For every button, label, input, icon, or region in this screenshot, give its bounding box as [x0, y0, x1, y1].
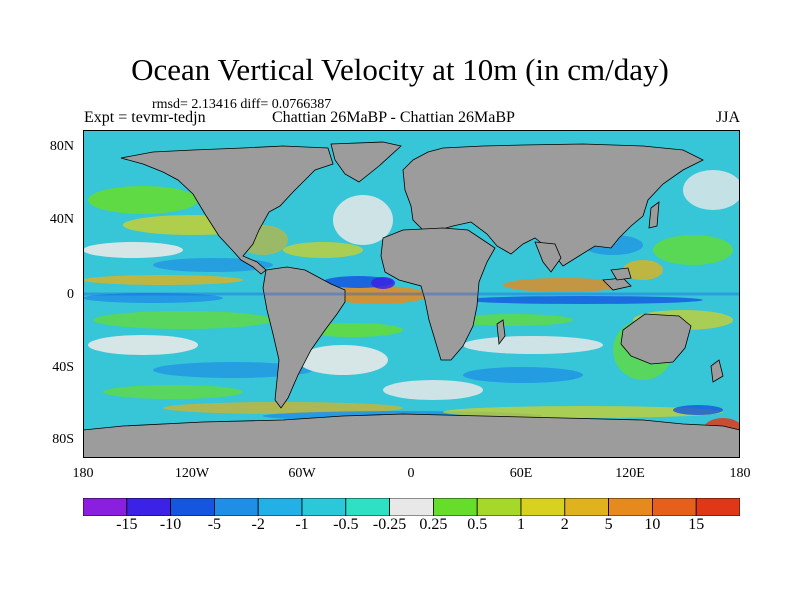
land-masses	[83, 141, 740, 458]
lon-label-180e: 180	[729, 466, 751, 481]
colorbar-label: 15	[688, 516, 705, 533]
antarctica	[83, 413, 740, 458]
season-label: JJA	[716, 109, 741, 126]
colorbar-swatch	[345, 497, 390, 517]
lon-label-120w: 120W	[174, 466, 210, 481]
colorbar-swatch	[213, 497, 259, 517]
australia	[620, 313, 692, 365]
experiment-label: Expt = tevmr-tedjn	[84, 109, 206, 126]
colorbar-swatch	[520, 497, 566, 517]
map-panel	[83, 130, 740, 458]
colorbar-swatch	[432, 497, 478, 517]
colorbar-label: -2	[251, 516, 265, 533]
comparison-label: Chattian 26MaBP - Chattian 26MaBP	[272, 109, 515, 126]
colorbar-swatch	[170, 497, 215, 517]
colorbar-swatch	[652, 497, 697, 517]
lon-label-180w: 180	[72, 466, 94, 481]
world-map	[83, 130, 740, 458]
africa	[380, 227, 496, 361]
colorbar-swatch	[389, 497, 434, 517]
lon-label-0: 0	[407, 466, 415, 481]
colorbar-swatch	[126, 497, 171, 517]
colorbar-label: 5	[604, 516, 613, 533]
borneo	[610, 267, 632, 281]
colorbar-label: 2	[560, 516, 569, 533]
madagascar	[496, 319, 506, 346]
lon-label-60e: 60E	[509, 466, 533, 481]
colorbar-label: -0.5	[333, 516, 359, 533]
south-america	[262, 266, 346, 409]
colorbar-label: 0.25	[419, 516, 448, 533]
map-frame	[83, 130, 740, 458]
lon-label-120e: 120E	[615, 466, 645, 481]
lat-label-80s: 80S	[52, 432, 74, 447]
colorbar-swatch	[82, 497, 128, 517]
lat-label-0: 0	[67, 287, 74, 302]
colorbar-label: -10	[159, 516, 182, 533]
greenland	[330, 141, 402, 183]
chart-title: Ocean Vertical Velocity at 10m (in cm/da…	[131, 52, 669, 87]
lat-label-80n: 80N	[49, 139, 74, 154]
lon-label-60w: 60W	[288, 466, 316, 481]
colorbar-label: -5	[207, 516, 222, 533]
lat-label-40n: 40N	[49, 212, 74, 227]
stats-line: rmsd= 2.13416 diff= 0.0766387	[152, 97, 332, 112]
colorbar-label: -1	[295, 516, 309, 533]
india	[534, 241, 562, 273]
colorbar	[82, 497, 741, 517]
colorbar-label: 0.5	[467, 516, 488, 533]
colorbar-swatches	[82, 497, 741, 517]
colorbar-label: -15	[116, 516, 138, 533]
colorbar-swatch	[695, 497, 741, 517]
japan	[648, 201, 660, 229]
colorbar-swatch	[301, 497, 347, 517]
lat-label-40s: 40S	[52, 360, 74, 375]
colorbar-label: -0.25	[372, 516, 407, 533]
colorbar-label: 1	[517, 516, 525, 533]
colorbar-swatch	[476, 497, 522, 517]
eurasia	[402, 143, 704, 267]
north-america	[120, 145, 334, 275]
colorbar-swatch	[257, 497, 303, 517]
colorbar-swatch	[608, 497, 653, 517]
new-zealand	[710, 359, 724, 383]
colorbar-label: 10	[644, 516, 661, 533]
colorbar-swatch	[564, 497, 609, 517]
